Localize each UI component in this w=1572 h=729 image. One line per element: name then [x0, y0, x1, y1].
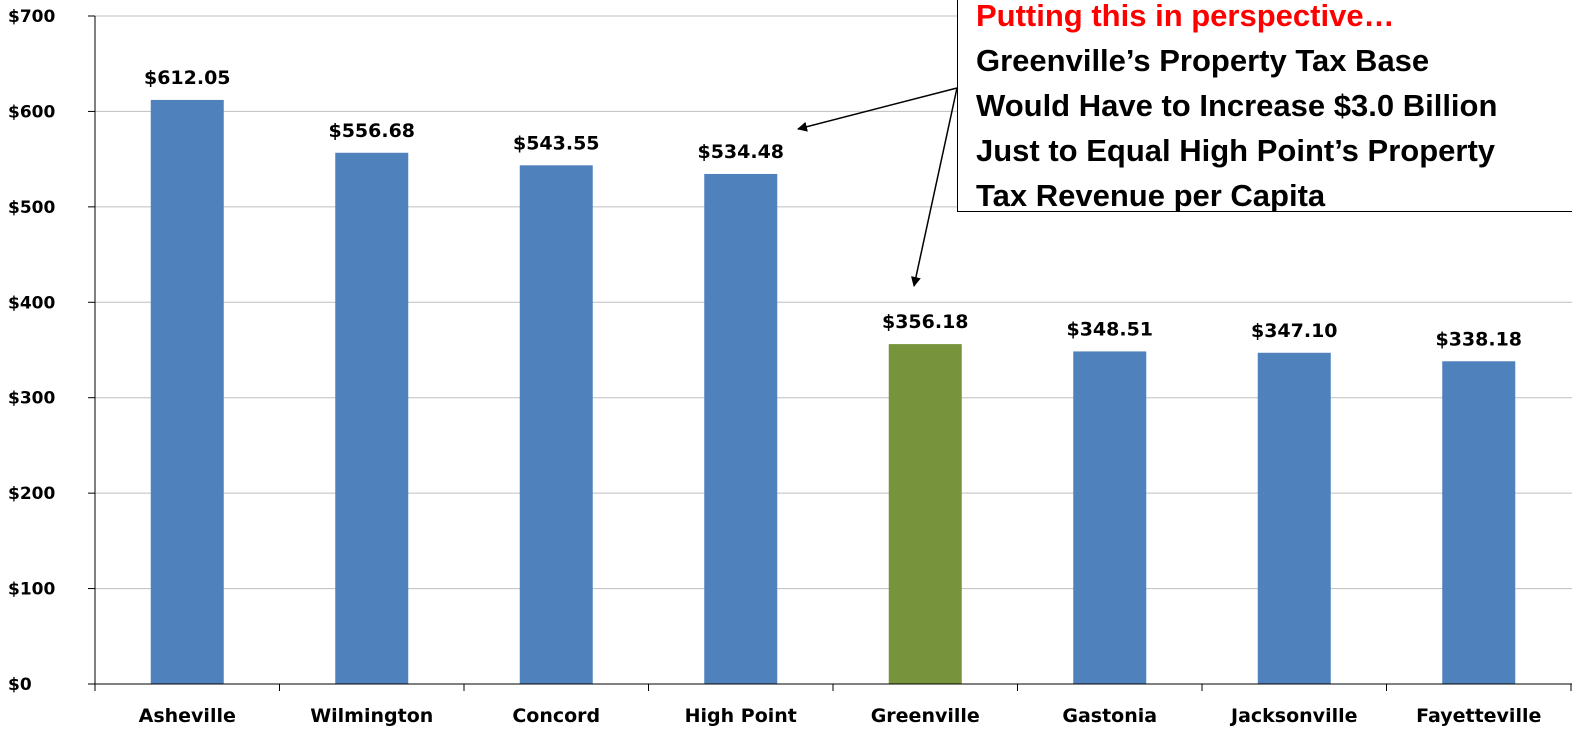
bars — [150, 99, 1516, 685]
annotation-heading: Putting this in perspective… — [976, 0, 1395, 33]
y-tick-label: $400 — [8, 293, 55, 313]
bar — [335, 152, 409, 684]
category-label: High Point — [685, 705, 797, 727]
y-tick-label: $200 — [8, 484, 55, 504]
data-labels: $612.05 $556.68 $543.55 $534.48 $356.18 $348.… — [144, 67, 1522, 350]
data-label: $543.55 — [513, 132, 600, 154]
bar — [150, 99, 224, 684]
y-tick-label: $700 — [8, 7, 55, 27]
annotation-callout: Putting this in perspective… Greenville’… — [957, 0, 1572, 212]
bar — [704, 173, 778, 684]
bar — [519, 165, 593, 685]
category-label: Wilmington — [310, 705, 433, 727]
annotation-line-3: Just to Equal High Point’s Property — [976, 133, 1496, 168]
category-label: Gastonia — [1062, 705, 1157, 727]
y-tick-label: $500 — [8, 198, 55, 218]
annotation-line-2: Would Have to Increase $3.0 Billion — [976, 88, 1498, 123]
y-tick-label: $0 — [8, 675, 32, 695]
category-label: Jacksonville — [1229, 705, 1358, 727]
y-tick-label: $300 — [8, 389, 55, 409]
annotation-line-4: Tax Revenue per Capita — [976, 178, 1326, 212]
axes — [94, 16, 1572, 691]
y-axis-ticks: $0 $100 $200 $300 $400 $500 $600 $700 — [8, 7, 95, 695]
data-label: $338.18 — [1435, 328, 1522, 350]
data-label: $356.18 — [882, 311, 969, 333]
data-label: $348.51 — [1066, 318, 1153, 340]
category-label: Asheville — [139, 705, 236, 727]
y-tick-label: $600 — [8, 102, 55, 122]
y-tick-label: $100 — [8, 580, 55, 600]
category-labels: Asheville Wilmington Concord High Point Gree… — [139, 705, 1542, 727]
category-label: Fayetteville — [1416, 705, 1541, 727]
data-label: $534.48 — [697, 141, 784, 163]
annotation-line-1: Greenville’s Property Tax Base — [976, 43, 1430, 78]
data-label: $612.05 — [144, 67, 231, 89]
bar — [1073, 351, 1147, 684]
data-label: $556.68 — [328, 120, 415, 142]
data-label: $347.10 — [1251, 320, 1338, 342]
category-label: Greenville — [871, 705, 980, 727]
bar — [888, 344, 962, 684]
bar — [1442, 361, 1516, 684]
category-label: Concord — [512, 705, 600, 727]
bar — [1257, 352, 1331, 684]
